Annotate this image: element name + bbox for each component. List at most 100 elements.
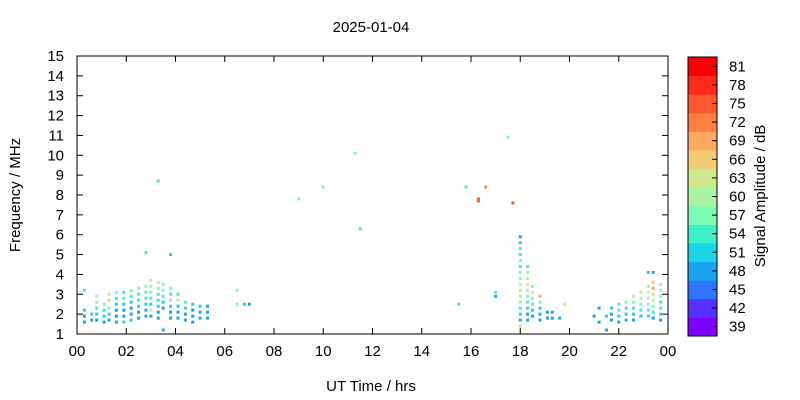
- data-point: [102, 320, 106, 324]
- colorbar-segment: [688, 298, 717, 318]
- data-point: [518, 282, 522, 286]
- data-point: [169, 292, 173, 296]
- data-point: [149, 278, 153, 282]
- colorbar-segment: [688, 57, 717, 77]
- data-point: [609, 306, 613, 310]
- data-point: [518, 259, 522, 263]
- data-point: [161, 328, 165, 332]
- data-point: [235, 302, 239, 306]
- y-tick-label: 13: [47, 88, 64, 105]
- data-point: [169, 316, 173, 320]
- data-point: [518, 300, 522, 304]
- data-point: [137, 304, 141, 308]
- data-point: [102, 308, 106, 312]
- data-point: [242, 302, 246, 306]
- data-point: [156, 298, 160, 302]
- data-point: [617, 320, 621, 324]
- data-point: [494, 294, 498, 298]
- data-point: [176, 304, 180, 308]
- data-point: [526, 270, 530, 274]
- data-point: [129, 288, 133, 292]
- data-point: [526, 288, 530, 292]
- colorbar-tick-label: 81: [729, 58, 746, 75]
- data-point: [247, 302, 251, 306]
- data-point: [169, 304, 173, 308]
- data-point: [183, 300, 187, 304]
- data-point: [651, 270, 655, 274]
- data-point: [156, 280, 160, 284]
- x-tick-label: 06: [216, 343, 233, 360]
- data-point: [639, 302, 643, 306]
- data-point: [639, 308, 643, 312]
- data-point: [659, 312, 663, 316]
- data-point: [617, 314, 621, 318]
- data-point: [114, 296, 118, 300]
- data-point: [144, 251, 148, 255]
- data-point: [144, 308, 148, 312]
- data-point: [531, 308, 535, 312]
- data-point: [161, 306, 165, 310]
- data-point: [156, 316, 160, 320]
- data-point: [114, 308, 118, 312]
- data-point: [198, 310, 202, 314]
- data-point: [176, 310, 180, 314]
- data-point: [144, 290, 148, 294]
- data-point: [659, 294, 663, 298]
- x-tick-label: 02: [118, 343, 135, 360]
- data-point: [114, 302, 118, 306]
- data-point: [198, 304, 202, 308]
- data-point: [659, 282, 663, 286]
- data-point: [624, 318, 628, 322]
- data-point: [646, 270, 650, 274]
- data-point: [149, 284, 153, 288]
- colorbar-segment: [688, 131, 717, 151]
- data-point: [107, 312, 111, 316]
- data-point: [538, 312, 542, 316]
- colorbar-tick-label: 72: [729, 114, 746, 131]
- colorbar-tick-label: 66: [729, 151, 746, 168]
- data-point: [526, 312, 530, 316]
- data-point: [107, 318, 111, 322]
- data-point: [137, 310, 141, 314]
- data-point: [538, 318, 542, 322]
- x-axis: 00 02 04 06 08 10 12 14 16 18 20 22 00: [69, 56, 676, 360]
- data-point: [518, 235, 522, 239]
- colorbar-tick-label: 57: [729, 207, 746, 224]
- y-tick-label: 9: [56, 167, 64, 184]
- y-tick-label: 6: [56, 227, 64, 244]
- data-point: [518, 264, 522, 268]
- data-point: [198, 316, 202, 320]
- data-point: [183, 306, 187, 310]
- data-point: [161, 282, 165, 286]
- x-tick-label: 08: [266, 343, 283, 360]
- data-point: [545, 316, 549, 320]
- data-point: [632, 294, 636, 298]
- data-point: [659, 300, 663, 304]
- colorbar-tick-label: 69: [729, 133, 746, 150]
- data-point: [617, 302, 621, 306]
- data-point: [176, 292, 180, 296]
- data-point: [526, 300, 530, 304]
- data-point: [191, 314, 195, 318]
- data-point: [169, 298, 173, 302]
- data-points: [82, 135, 663, 332]
- data-point: [531, 314, 535, 318]
- data-point: [122, 296, 126, 300]
- data-point: [639, 296, 643, 300]
- data-point: [518, 270, 522, 274]
- data-point: [526, 294, 530, 298]
- data-point: [82, 288, 86, 292]
- x-tick-label: 22: [610, 343, 627, 360]
- data-point: [176, 316, 180, 320]
- data-point: [518, 253, 522, 257]
- data-point: [156, 304, 160, 308]
- data-point: [632, 306, 636, 310]
- colorbar-tick-label: 78: [729, 77, 746, 94]
- colorbar-segment: [688, 94, 717, 114]
- data-point: [604, 314, 608, 318]
- data-point: [476, 199, 480, 203]
- data-point: [149, 308, 153, 312]
- data-point: [538, 294, 542, 298]
- colorbar-tick-label: 48: [729, 263, 746, 280]
